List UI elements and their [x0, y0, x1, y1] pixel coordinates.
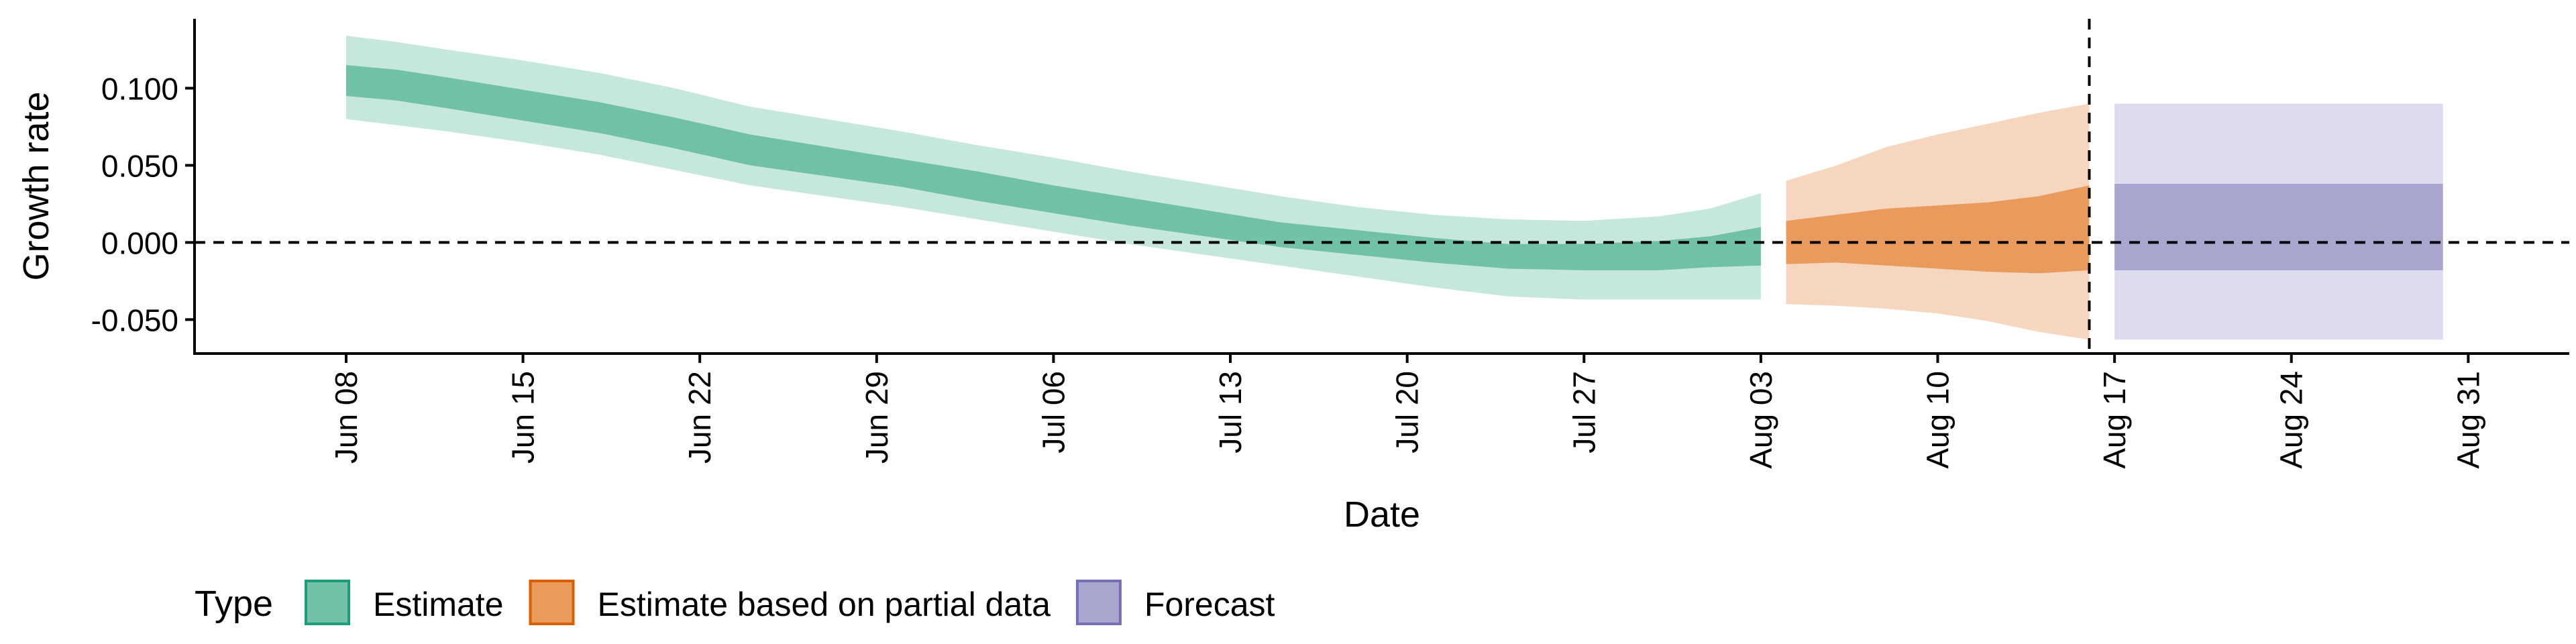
y-tick-label: 0.000	[101, 225, 178, 260]
legend: Type Estimate Estimate based on partial d…	[195, 580, 1275, 625]
x-tick-label: Jun 08	[329, 371, 364, 464]
legend-entries: Estimate Estimate based on partial data Fo…	[305, 580, 1275, 625]
forecast-inner-band	[2114, 184, 2443, 270]
estimate-inner-band	[345, 64, 1761, 270]
legend-swatch-estimate	[305, 580, 350, 625]
x-tick-label: Jun 15	[506, 371, 541, 464]
x-tick-label: Jun 22	[682, 371, 717, 464]
x-tick-label: Aug 31	[2451, 371, 2485, 469]
legend-title: Type	[195, 584, 273, 624]
estimate-outer-band	[345, 36, 1761, 300]
legend-swatch-estimate-based-on-partial-data	[529, 580, 575, 625]
x-tick-label: Jul 20	[1390, 371, 1425, 453]
y-tick-label: 0.050	[101, 148, 178, 183]
x-tick-label: Aug 24	[2274, 371, 2309, 469]
x-tick-label: Aug 10	[1921, 371, 1955, 469]
legend-label-forecast: Forecast	[1144, 586, 1275, 623]
legend-label-estimate-based-on-partial-data: Estimate based on partial data	[598, 586, 1051, 623]
x-tick-label: Jul 06	[1036, 371, 1071, 453]
x-tick-label: Aug 03	[1743, 371, 1778, 469]
x-tick-label: Jun 29	[859, 371, 894, 464]
legend-label-estimate: Estimate	[373, 586, 504, 623]
x-axis-title: Date	[1344, 494, 1420, 535]
estimate-based-on-partial-data-inner-band	[1786, 185, 2090, 274]
y-axis-title: Growth rate	[16, 91, 56, 280]
y-tick-label: -0.050	[91, 303, 178, 337]
x-axis-ticks: Jun 08 Jun 15 Jun 22 Jun 29 Jul 06 Jul 13 Jul …	[329, 354, 2485, 469]
x-tick-label: Jul 27	[1566, 371, 1601, 453]
y-tick-label: 0.100	[101, 71, 178, 106]
legend-swatch-forecast	[1075, 580, 1122, 625]
x-tick-label: Aug 17	[2097, 371, 2132, 469]
band-layer	[345, 36, 2443, 340]
x-tick-label: Jul 13	[1213, 371, 1248, 453]
y-axis-ticks: 0.100 0.050 0.000 -0.050	[91, 71, 195, 337]
